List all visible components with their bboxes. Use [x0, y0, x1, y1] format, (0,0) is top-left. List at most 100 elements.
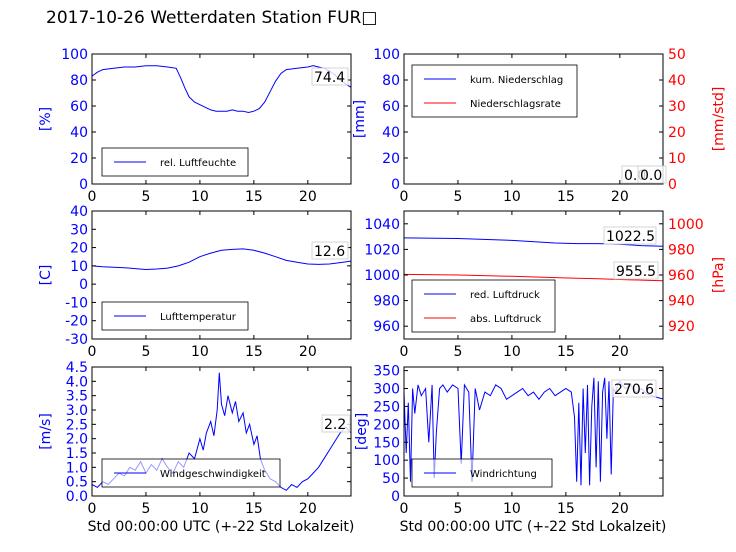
wind-direction-y-tick-label: 0: [391, 489, 400, 505]
wind-direction-y-tick-label: 250: [373, 399, 400, 415]
pressure-y-tick-label: 1040: [364, 217, 400, 233]
precip-plot-frame: [403, 53, 664, 185]
pressure-y2-tick-label: 960: [668, 268, 695, 284]
wind-speed-y-tick-label: 2.0: [66, 432, 88, 448]
pressure-last-value-box: [603, 226, 657, 245]
precip-y-tick-label: 20: [382, 151, 400, 167]
wind-direction-y-tick-label: 50: [382, 471, 400, 487]
wind-direction-y-tick-label: 300: [373, 382, 400, 398]
humidity-y-tick-label: 80: [70, 73, 88, 89]
humidity-y-tick-label: 40: [70, 125, 88, 141]
wind-speed-x-tick-label: 10: [191, 501, 209, 517]
humidity-series-line-0: [91, 65, 352, 114]
temperature-y-axis-label: [C]: [38, 265, 54, 286]
temperature-legend-label: Lufttemperatur: [160, 312, 237, 323]
precip-x-tick-label: 5: [453, 189, 462, 205]
wind-direction-series-line-0: [403, 377, 664, 486]
wind-direction-x-tick-label: 10: [503, 501, 521, 517]
pressure-legend-label: abs. Luftdruck: [470, 314, 541, 325]
humidity-x-tick-label: 20: [299, 189, 317, 205]
temperature-y-tick-label: -20: [65, 314, 88, 330]
wind-speed-x-tick-label: 0: [88, 501, 97, 517]
temperature-x-tick-label: 15: [245, 344, 263, 360]
wind-speed-last-value: 2.2: [324, 417, 346, 433]
wind-speed-y-tick-label: 4.5: [66, 360, 88, 376]
wind-direction-y-axis-label: [deg]: [354, 413, 370, 450]
pressure-y2-tick-label: 940: [668, 294, 695, 310]
wind-speed-y-tick-label: 1.0: [66, 460, 88, 476]
pressure-last-value: 1022.5: [606, 229, 655, 245]
wind-speed-y-axis-label: [m/s]: [38, 413, 54, 450]
precip-y-tick-label: 60: [382, 99, 400, 115]
pressure-y-tick-label: 1020: [364, 242, 400, 258]
precip-x-tick-label: 10: [503, 189, 521, 205]
humidity-legend-label: rel. Luftfeuchte: [160, 158, 236, 169]
pressure-y-tick-label: 980: [373, 294, 400, 310]
temperature-y-tick-label: 30: [70, 222, 88, 238]
temperature-x-tick-label: 20: [299, 344, 317, 360]
temperature-x-tick-label: 5: [141, 344, 150, 360]
precip-x-tick-label: 20: [611, 189, 629, 205]
pressure-x-tick-label: 0: [400, 344, 409, 360]
wind-direction-last-value-box: [611, 379, 657, 398]
humidity-last-value: 74.4: [314, 70, 345, 86]
temperature-y-tick-label: 10: [70, 259, 88, 275]
humidity-plot-frame: [91, 53, 352, 185]
humidity-x-tick-label: 15: [245, 189, 263, 205]
pressure-series-line-1: [403, 273, 664, 282]
wind-speed-x-tick-label: 5: [141, 501, 150, 517]
wind-direction-y-tick-label: 150: [373, 435, 400, 451]
humidity-last-value-box: [311, 67, 349, 86]
precip-y2-tick-label: 0: [668, 177, 677, 193]
precip-x-tick-label: 15: [557, 189, 575, 205]
pressure-x-tick-label: 15: [557, 344, 575, 360]
wind-speed-y-tick-label: 2.5: [66, 417, 88, 433]
temperature-x-tick-label: 0: [88, 344, 97, 360]
precip-y-axis-label: [mm]: [352, 100, 368, 138]
precip-y2-tick-label: 10: [668, 151, 686, 167]
pressure-y2-tick-label: 1000: [668, 217, 704, 233]
humidity-y-tick-label: 20: [70, 151, 88, 167]
wind-direction-y-tick-label: 200: [373, 417, 400, 433]
precip-y2-tick-label: 20: [668, 125, 686, 141]
wind-speed-y-tick-label: 0.5: [66, 475, 88, 491]
precip-y-tick-label: 0: [391, 177, 400, 193]
wind-speed-x-tick-label: 20: [299, 501, 317, 517]
pressure-y2-axis-label: [hPa]: [711, 257, 727, 293]
humidity-x-tick-label: 0: [88, 189, 97, 205]
wind-direction-y-tick-label: 350: [373, 364, 400, 380]
temperature-last-value-box: [311, 241, 349, 260]
wind-direction-y-tick-label: 100: [373, 453, 400, 469]
pressure-y-tick-label: 1000: [364, 268, 400, 284]
pressure-y2-tick-label: 980: [668, 242, 695, 258]
temperature-y-tick-label: 40: [70, 204, 88, 220]
precip-y-tick-label: 80: [382, 73, 400, 89]
precip-last-value-2: 0.0: [640, 168, 662, 184]
precip-x-tick-label: 0: [400, 189, 409, 205]
x-axis-label-left: Std 00:00:00 UTC (+-22 Std Lokalzeit): [88, 519, 355, 535]
wind-speed-last-value-box: [321, 414, 351, 433]
humidity-y-axis-label: [%]: [38, 107, 54, 131]
wind-direction-x-tick-label: 15: [557, 501, 575, 517]
humidity-x-tick-label: 10: [191, 189, 209, 205]
wind-speed-y-tick-label: 0.0: [66, 489, 88, 505]
precip-legend-label: kum. Niederschlag: [470, 75, 563, 86]
wind-direction-x-tick-label: 5: [453, 501, 462, 517]
temperature-series-line-0: [91, 248, 352, 271]
figure-title: 2017-10-26 Wetterdaten Station FUR□: [46, 8, 378, 28]
temperature-y-tick-label: -10: [65, 295, 88, 311]
pressure-legend-label: red. Luftdruck: [470, 290, 540, 301]
humidity-y-tick-label: 100: [61, 47, 88, 63]
wind-speed-y-tick-label: 1.5: [66, 446, 88, 462]
precip-y-tick-label: 100: [373, 47, 400, 63]
precip-legend-box: [411, 64, 578, 118]
humidity-y-tick-label: 0: [79, 177, 88, 193]
temperature-y-tick-label: 0: [79, 277, 88, 293]
pressure-last-value-2: 955.5: [616, 264, 656, 280]
precip-y-tick-label: 40: [382, 125, 400, 141]
humidity-x-tick-label: 5: [141, 189, 150, 205]
wind-direction-plot-frame: [403, 366, 664, 497]
pressure-legend-box: [411, 279, 556, 333]
x-axis-label-right: Std 00:00:00 UTC (+-22 Std Lokalzeit): [400, 519, 667, 535]
